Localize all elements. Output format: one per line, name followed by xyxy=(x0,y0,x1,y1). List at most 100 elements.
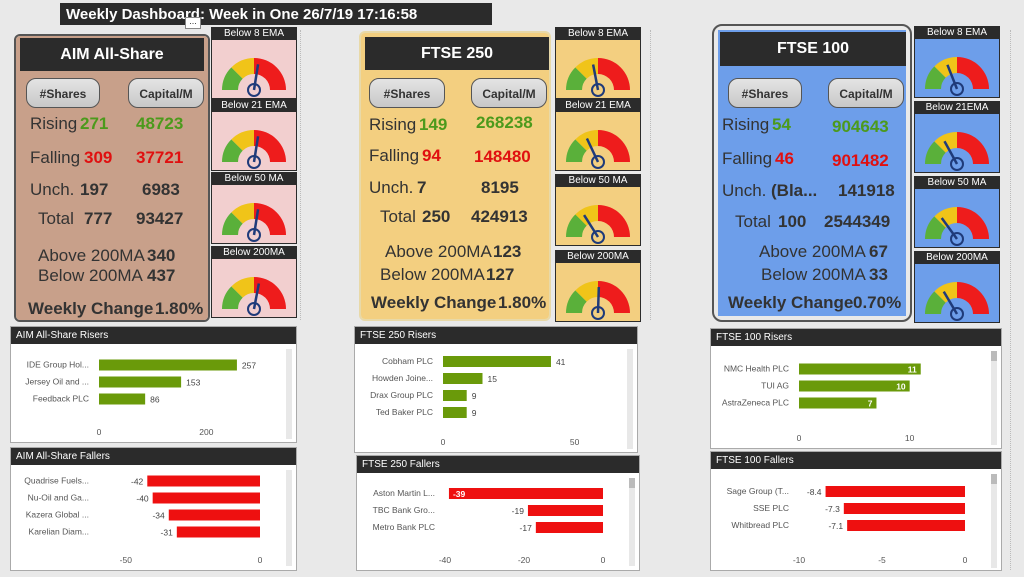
card-title: AIM All-Share xyxy=(20,38,204,71)
rising-shares: 149 xyxy=(419,115,448,134)
below-200ma-label: Below 200MA xyxy=(38,266,143,285)
gauge-dial xyxy=(556,187,640,245)
layout-guide xyxy=(1010,30,1011,570)
ellipsis-icon[interactable]: ... xyxy=(185,17,201,29)
bar xyxy=(147,475,260,487)
panel-title: AIM All-Share Fallers xyxy=(11,448,296,465)
bar-chart: IDE Group Hol... 257 Jersey Oil and ... 153… xyxy=(25,359,256,437)
scrollbar[interactable] xyxy=(286,349,292,439)
total-capital: 424913 xyxy=(471,207,528,226)
gauge-widget: Below 21 EMA xyxy=(211,99,297,171)
category-label: Metro Bank PLC xyxy=(373,522,435,532)
gauge-red-band xyxy=(957,207,989,239)
panel-ftse100-fallers: FTSE 100 Fallers Sage Group (T... -8.4 SSE… xyxy=(710,451,1002,571)
scrollbar[interactable] xyxy=(991,474,997,568)
gauge-green-band xyxy=(925,216,946,239)
bar xyxy=(443,390,467,401)
unchanged-capital: 6983 xyxy=(142,180,180,199)
scrollbar-thumb[interactable] xyxy=(991,474,997,484)
category-label: Sage Group (T... xyxy=(727,486,789,496)
data-label: -7.3 xyxy=(825,504,840,514)
data-label: 86 xyxy=(150,395,160,405)
layout-guide xyxy=(300,30,301,320)
gauge-widget: Below 21EMA xyxy=(914,101,1000,173)
gauge-label: Below 8 EMA xyxy=(567,28,629,39)
capital-button[interactable]: Capital/M xyxy=(828,78,904,108)
bar xyxy=(176,526,260,538)
gauge-green-band xyxy=(566,290,587,313)
unchanged-shares: 197 xyxy=(80,180,109,199)
below-200ma-label: Below 200MA xyxy=(380,265,485,284)
gauge-green-band xyxy=(925,66,946,89)
gauge-label: Below 200MA xyxy=(926,252,988,263)
scrollbar[interactable] xyxy=(286,470,292,566)
gauge-dial xyxy=(915,189,999,247)
panel-aim-fallers: AIM All-Share Fallers Quadrise Fuels... -… xyxy=(10,447,297,571)
rising-capital: 268238 xyxy=(476,113,533,132)
gauge-needle xyxy=(252,64,260,91)
gauge-widget: Below 50 MA xyxy=(914,176,1000,248)
bar xyxy=(843,503,965,514)
gauge-hub xyxy=(950,82,964,96)
layout-guide xyxy=(650,30,651,320)
gauge-widget: Below 8 EMA xyxy=(914,26,1000,98)
bar-chart: NMC Health PLC 11 TUI AG 10 AstraZeneca PLC 7… xyxy=(722,363,921,443)
rising-label: Rising xyxy=(369,115,417,134)
data-label: -42 xyxy=(131,477,144,487)
unchanged-capital: 8195 xyxy=(481,178,519,197)
unchanged-label: Unch. xyxy=(369,178,414,197)
capital-button[interactable]: Capital/M xyxy=(471,78,547,108)
tick-label: 0 xyxy=(601,555,606,565)
card-aim-all-share: AIM All-Share #Shares Capital/M Rising 2… xyxy=(14,34,210,322)
rising-shares: 54 xyxy=(772,115,791,134)
capital-button[interactable]: Capital/M xyxy=(128,78,204,108)
tick-label: -50 xyxy=(120,555,133,565)
gauge-red-band xyxy=(254,203,286,235)
tick-label: -20 xyxy=(518,555,531,565)
gauge-hub xyxy=(950,307,964,321)
scrollbar[interactable] xyxy=(629,478,635,566)
bar-chart: Quadrise Fuels... -42 Nu-Oil and Ga... -40 K… xyxy=(24,475,263,565)
gauge-label: Below 50 MA xyxy=(568,175,628,186)
gauge-label: Below 200MA xyxy=(223,247,285,258)
below-200ma-value: 33 xyxy=(869,265,888,284)
shares-button[interactable]: #Shares xyxy=(26,78,100,108)
gauge-needle xyxy=(943,140,959,165)
unchanged-shares: (Bla... xyxy=(771,181,818,200)
card-title: FTSE 100 xyxy=(720,32,906,66)
gauge-needle xyxy=(946,64,959,90)
scrollbar[interactable] xyxy=(627,349,633,449)
scrollbar-thumb[interactable] xyxy=(629,478,635,488)
tick-label: 0 xyxy=(258,555,263,565)
gauge-red-band xyxy=(957,132,989,164)
total-capital: 2544349 xyxy=(824,212,891,231)
weekly-change-value: 1.80% xyxy=(498,293,547,312)
gauge-needle xyxy=(252,136,260,163)
shares-button[interactable]: #Shares xyxy=(728,78,802,108)
gauge-widget: Below 21 EMA xyxy=(555,99,641,171)
bar xyxy=(168,509,260,521)
data-label: -40 xyxy=(136,494,149,504)
category-label: TUI AG xyxy=(761,381,789,391)
data-label: 9 xyxy=(472,408,477,418)
gauge-yellow-band xyxy=(231,277,254,298)
gauge-hub xyxy=(247,155,261,169)
data-label: 9 xyxy=(472,391,477,401)
data-label: -39 xyxy=(453,489,466,499)
above-200ma-value: 340 xyxy=(147,246,176,265)
falling-shares: 46 xyxy=(775,149,794,168)
gauge-yellow-band xyxy=(575,205,598,226)
gauge-dial xyxy=(556,40,640,98)
tick-label: 50 xyxy=(570,437,580,447)
data-label: -7.1 xyxy=(828,521,843,531)
scrollbar-thumb[interactable] xyxy=(991,351,997,361)
gauge-hub xyxy=(247,83,261,97)
shares-button[interactable]: #Shares xyxy=(369,78,445,108)
gauge-dial xyxy=(212,112,296,170)
tick-label: -10 xyxy=(793,555,806,565)
scrollbar[interactable] xyxy=(991,351,997,445)
gauge-widget: Below 200MA xyxy=(914,251,1000,323)
weekly-change-value: 0.70% xyxy=(853,293,902,312)
bar xyxy=(847,520,965,531)
gauge-hub xyxy=(591,306,605,320)
